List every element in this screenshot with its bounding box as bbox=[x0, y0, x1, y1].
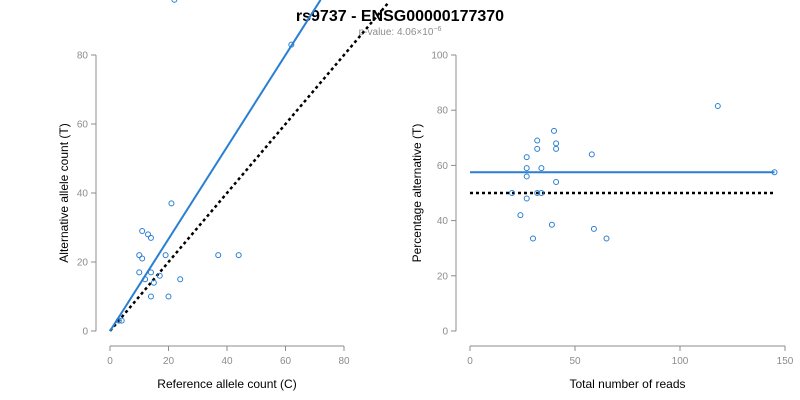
p-value-exponent: −6 bbox=[433, 26, 441, 33]
x-tick-label: 40 bbox=[221, 356, 233, 367]
data-point bbox=[553, 140, 560, 147]
data-point bbox=[118, 317, 125, 324]
data-point bbox=[139, 227, 146, 234]
y-tick-label: 80 bbox=[437, 106, 449, 117]
data-point bbox=[603, 235, 610, 242]
data-point bbox=[517, 212, 524, 219]
x-axis-title: Total number of reads bbox=[569, 377, 685, 391]
x-tick-label: 50 bbox=[569, 356, 581, 367]
y-axis-title: Alternative allele count (T) bbox=[57, 123, 71, 262]
y-tick-label: 80 bbox=[77, 51, 89, 62]
data-point bbox=[139, 255, 146, 262]
data-point bbox=[553, 178, 560, 185]
data-point bbox=[168, 200, 175, 207]
x-tick-label: 0 bbox=[107, 356, 113, 367]
data-point bbox=[215, 252, 222, 259]
data-point bbox=[147, 234, 154, 241]
data-point bbox=[150, 279, 157, 286]
data-point bbox=[509, 190, 515, 196]
data-point bbox=[523, 173, 530, 180]
data-point bbox=[136, 252, 143, 259]
data-point bbox=[142, 276, 149, 283]
x-tick-label: 60 bbox=[280, 356, 292, 367]
x-tick-label: 20 bbox=[163, 356, 175, 367]
data-point bbox=[551, 127, 557, 134]
data-point bbox=[534, 137, 541, 144]
data-point bbox=[534, 145, 541, 152]
data-point bbox=[136, 269, 143, 276]
data-point bbox=[165, 293, 172, 300]
p-value-text: p-value: 4.06×10 bbox=[359, 27, 434, 38]
data-point bbox=[162, 252, 169, 259]
data-point bbox=[115, 317, 122, 324]
data-point bbox=[548, 221, 555, 228]
x-axis-title: Reference allele count (C) bbox=[157, 377, 296, 391]
y-tick-label: 40 bbox=[437, 216, 449, 227]
data-point bbox=[553, 145, 560, 152]
data-point bbox=[171, 0, 178, 3]
y-tick-label: 0 bbox=[82, 327, 88, 338]
data-point bbox=[771, 169, 778, 176]
y-tick-label: 40 bbox=[77, 189, 89, 200]
data-point bbox=[590, 225, 597, 232]
data-point bbox=[235, 252, 242, 259]
fit-line bbox=[109, 0, 322, 332]
y-tick-label: 0 bbox=[442, 327, 448, 338]
x-tick-label: 150 bbox=[777, 356, 794, 367]
y-tick-label: 20 bbox=[77, 258, 89, 269]
data-point bbox=[147, 293, 154, 300]
y-tick-label: 100 bbox=[431, 51, 448, 62]
y-tick-label: 60 bbox=[437, 161, 449, 172]
data-point bbox=[523, 165, 530, 172]
percentage-panel: 0 50 100 150 0 20 40 60 80 100 Total number of rea… bbox=[410, 51, 794, 392]
p-value-label: p-value: 4.06×10−6 bbox=[359, 26, 442, 38]
data-point bbox=[588, 151, 595, 158]
data-point bbox=[714, 103, 721, 110]
x-tick-label: 100 bbox=[672, 356, 689, 367]
data-point bbox=[523, 154, 530, 161]
y-tick-label: 60 bbox=[77, 120, 89, 131]
x-tick-label: 80 bbox=[338, 356, 350, 367]
allele-count-panel: 0 20 40 60 80 0 20 40 60 80 Reference allele count… bbox=[57, 0, 389, 391]
data-point bbox=[147, 269, 154, 276]
data-point bbox=[523, 195, 530, 202]
data-point bbox=[538, 190, 545, 196]
data-point bbox=[538, 165, 545, 172]
data-point bbox=[530, 235, 536, 242]
data-point bbox=[534, 190, 541, 196]
y-axis-title: Percentage alternative (T) bbox=[410, 124, 424, 263]
data-point bbox=[288, 41, 295, 48]
y-tick-label: 20 bbox=[437, 271, 449, 282]
x-tick-label: 0 bbox=[467, 356, 473, 367]
data-point bbox=[156, 272, 163, 279]
chart-title: rs9737 - ENSG00000177370 bbox=[296, 8, 504, 25]
data-point bbox=[177, 276, 184, 283]
data-point bbox=[145, 231, 152, 238]
